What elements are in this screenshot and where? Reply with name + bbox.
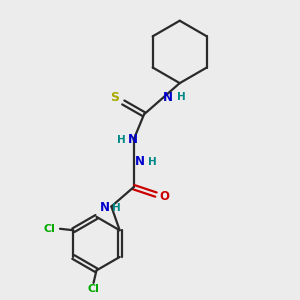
Text: O: O [159,190,169,202]
Text: Cl: Cl [44,224,56,234]
Text: N: N [163,91,173,104]
Text: H: H [177,92,186,102]
Text: Cl: Cl [88,284,100,294]
Text: H: H [117,135,125,145]
Text: N: N [128,133,138,146]
Text: H: H [112,203,121,213]
Text: N: N [135,155,145,168]
Text: N: N [100,202,110,214]
Text: H: H [148,157,157,167]
Text: S: S [110,92,119,104]
